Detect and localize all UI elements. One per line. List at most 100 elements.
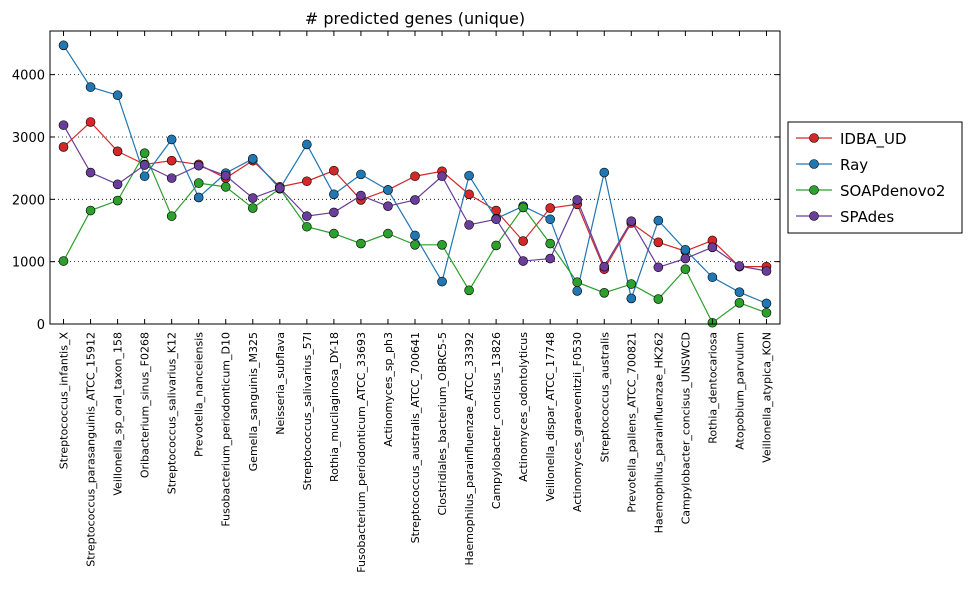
data-point bbox=[626, 216, 637, 226]
x-tick-label: Atopobium_parvulum bbox=[733, 332, 746, 450]
data-point bbox=[626, 293, 637, 304]
x-tick-label: Actinomyces_sp_ph3 bbox=[382, 332, 395, 447]
data-point bbox=[193, 178, 204, 188]
x-tick-label: Veillonella_sp_oral_taxon_158 bbox=[112, 332, 125, 496]
data-point bbox=[220, 170, 231, 181]
data-point bbox=[112, 195, 123, 206]
data-point bbox=[599, 167, 610, 178]
data-point bbox=[85, 82, 96, 92]
data-point bbox=[518, 202, 528, 213]
data-point bbox=[193, 160, 204, 171]
data-point bbox=[707, 242, 718, 253]
data-point bbox=[599, 261, 610, 272]
legend-entry: SPAdes bbox=[796, 208, 894, 226]
data-point bbox=[139, 160, 150, 170]
data-point bbox=[437, 171, 447, 182]
legend-entry: Ray bbox=[796, 156, 868, 174]
x-tick-label: Streptococcus_australis_ATCC_700641 bbox=[409, 332, 422, 543]
data-point bbox=[653, 237, 664, 248]
data-point bbox=[626, 279, 637, 289]
data-point bbox=[653, 215, 664, 226]
data-point bbox=[410, 195, 420, 205]
x-tick-label: Oribacterium_sinus_F0268 bbox=[139, 332, 152, 478]
legend-marker bbox=[809, 133, 819, 143]
data-point bbox=[302, 176, 312, 187]
data-point bbox=[383, 201, 393, 211]
data-point bbox=[491, 214, 501, 225]
x-tick-label: Clostridiales_bacterium_OBRC5-5 bbox=[436, 332, 449, 516]
data-point bbox=[275, 183, 285, 193]
data-point bbox=[329, 189, 339, 200]
data-point bbox=[680, 253, 691, 264]
x-tick-label: Veillonella_atypica_KON bbox=[760, 332, 773, 463]
data-point bbox=[761, 298, 772, 309]
x-tick-label: Campylobacter_concisus_UNSWCD bbox=[679, 332, 692, 524]
data-point bbox=[410, 171, 420, 182]
data-point bbox=[545, 203, 555, 213]
legend-label: SPAdes bbox=[840, 208, 894, 226]
data-point bbox=[85, 167, 96, 178]
x-tick-label: Neisseria_subflava bbox=[274, 332, 287, 435]
data-point bbox=[85, 205, 96, 216]
data-point bbox=[112, 179, 123, 190]
data-point bbox=[518, 256, 528, 266]
data-point bbox=[464, 189, 474, 200]
data-point bbox=[58, 142, 69, 152]
legend-marker bbox=[809, 159, 819, 169]
data-point bbox=[166, 173, 177, 183]
chart-title: # predicted genes (unique) bbox=[305, 9, 525, 28]
data-point bbox=[247, 203, 258, 213]
data-point bbox=[734, 261, 745, 271]
x-tick-label: Streptococcus_australis bbox=[598, 332, 611, 463]
x-tick-label: Rothia_dentocariosa bbox=[706, 332, 719, 444]
data-point bbox=[464, 170, 474, 181]
x-tick-label: Prevotella_pallens_ATCC_700821 bbox=[625, 332, 638, 513]
data-point bbox=[356, 190, 366, 201]
data-point bbox=[247, 153, 258, 164]
data-point bbox=[410, 230, 420, 241]
x-tick-label: Streptococcus_salivarius_57I bbox=[301, 332, 314, 490]
data-point bbox=[302, 221, 312, 232]
data-point bbox=[572, 286, 583, 296]
data-point bbox=[518, 236, 528, 246]
x-tick-label: Actinomyces_odontolyticus bbox=[517, 332, 530, 482]
data-point bbox=[85, 117, 96, 127]
axes: 0 1000 2000 3000 4000 Streptococcus_infantis_… bbox=[12, 31, 780, 573]
data-point bbox=[545, 238, 555, 249]
data-point bbox=[329, 165, 339, 176]
data-point bbox=[437, 240, 447, 250]
data-point bbox=[410, 240, 420, 250]
data-point bbox=[680, 264, 691, 274]
x-tick-label: Streptococcus_parasanguinis_ATCC_15912 bbox=[85, 332, 98, 567]
y-tick-label: 0 bbox=[37, 318, 45, 333]
legend-label: SOAPdenovo2 bbox=[840, 182, 945, 200]
legend-entry: IDBA_UD bbox=[796, 130, 907, 149]
series-layer bbox=[58, 40, 772, 328]
data-point bbox=[653, 262, 664, 273]
data-point bbox=[734, 298, 745, 308]
legend-label: IDBA_UD bbox=[840, 130, 907, 149]
x-tick-label: Fusobacterium_periodonticum_D10 bbox=[220, 332, 233, 527]
x-tick-label: Haemophilus_parainfluenzae_ATCC_33392 bbox=[463, 332, 476, 566]
data-point bbox=[247, 193, 258, 203]
x-tick-label: Haemophilus_parainfluenzae_HK262 bbox=[652, 332, 665, 533]
data-point bbox=[220, 182, 231, 192]
data-point bbox=[58, 120, 69, 130]
data-point bbox=[112, 146, 123, 157]
data-point bbox=[329, 207, 339, 218]
data-point bbox=[545, 253, 555, 264]
x-tick-label: Actinomyces_graevenitzii_F0530 bbox=[571, 332, 584, 512]
data-point bbox=[193, 192, 204, 203]
x-tick-label: Streptococcus_infantis_X bbox=[58, 332, 71, 470]
data-point bbox=[653, 294, 664, 304]
data-point bbox=[112, 90, 123, 101]
series-SPAdes bbox=[58, 120, 772, 276]
x-tick-label: Prevotella_nanceiensis bbox=[193, 332, 206, 457]
data-point bbox=[302, 139, 312, 150]
x-tick-label: Streptococcus_salivarius_K12 bbox=[166, 332, 179, 494]
data-point bbox=[356, 169, 366, 180]
x-tick-label: Campylobacter_concisus_13826 bbox=[490, 332, 503, 509]
data-point bbox=[139, 148, 150, 158]
data-point bbox=[464, 285, 474, 296]
